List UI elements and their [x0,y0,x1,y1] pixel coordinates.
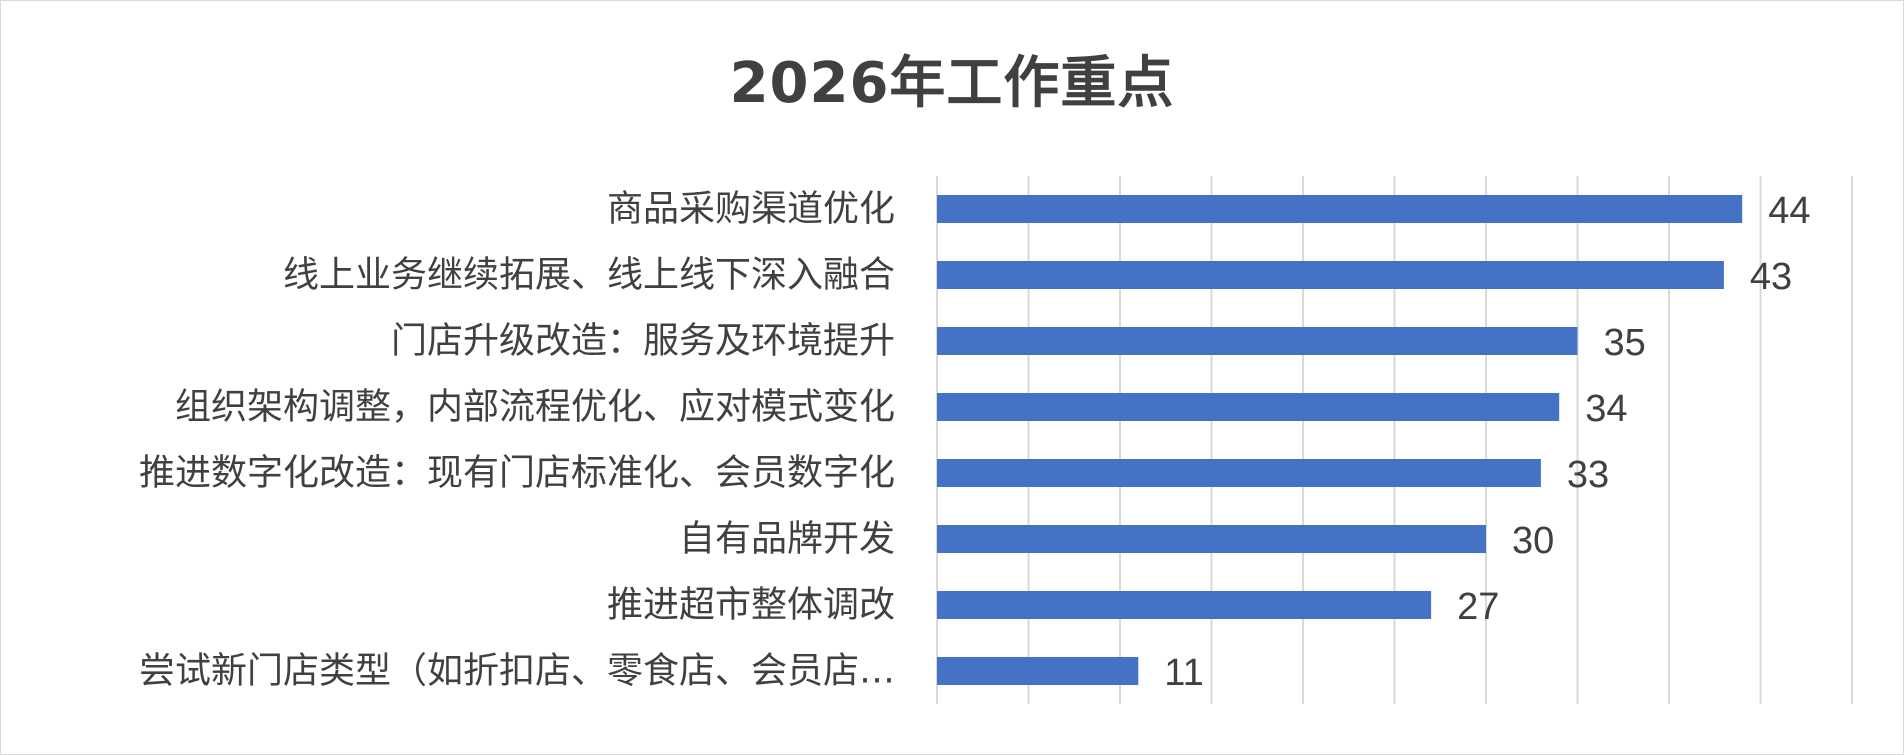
category-label: 尝试新门店类型（如折扣店、零食店、会员店… [139,651,895,692]
chart-title: 2026年工作重点 [729,51,1175,116]
category-label: 门店升级改造：服务及环境提升 [391,321,895,362]
bar [937,261,1724,289]
data-label: 27 [1457,586,1499,628]
category-label: 推进超市整体调改 [607,585,895,626]
value-labels: 44 43 35 34 33 30 27 11 [1164,190,1810,694]
data-label: 43 [1750,256,1792,298]
data-label: 11 [1164,652,1203,694]
bar [937,591,1432,619]
category-label: 自有品牌开发 [679,519,895,560]
category-label: 推进数字化改造：现有门店标准化、会员数字化 [139,453,895,494]
bar [937,525,1486,553]
category-label: 组织架构调整，内部流程优化、应对模式变化 [175,387,895,428]
bar [937,459,1541,487]
bar [937,327,1578,355]
data-label: 33 [1567,454,1609,496]
category-label: 商品采购渠道优化 [607,189,895,230]
category-labels: 商品采购渠道优化线上业务继续拓展、线上线下深入融合门店升级改造：服务及环境提升组… [139,189,895,692]
bar [937,393,1560,421]
bar [937,657,1139,685]
bar [937,195,1743,223]
data-label: 35 [1604,322,1646,364]
category-label: 线上业务继续拓展、线上线下深入融合 [283,255,895,296]
data-label: 34 [1585,388,1627,430]
gridlines [936,176,1853,704]
bars [937,195,1743,685]
data-label: 30 [1512,520,1554,562]
data-label: 44 [1768,190,1810,232]
